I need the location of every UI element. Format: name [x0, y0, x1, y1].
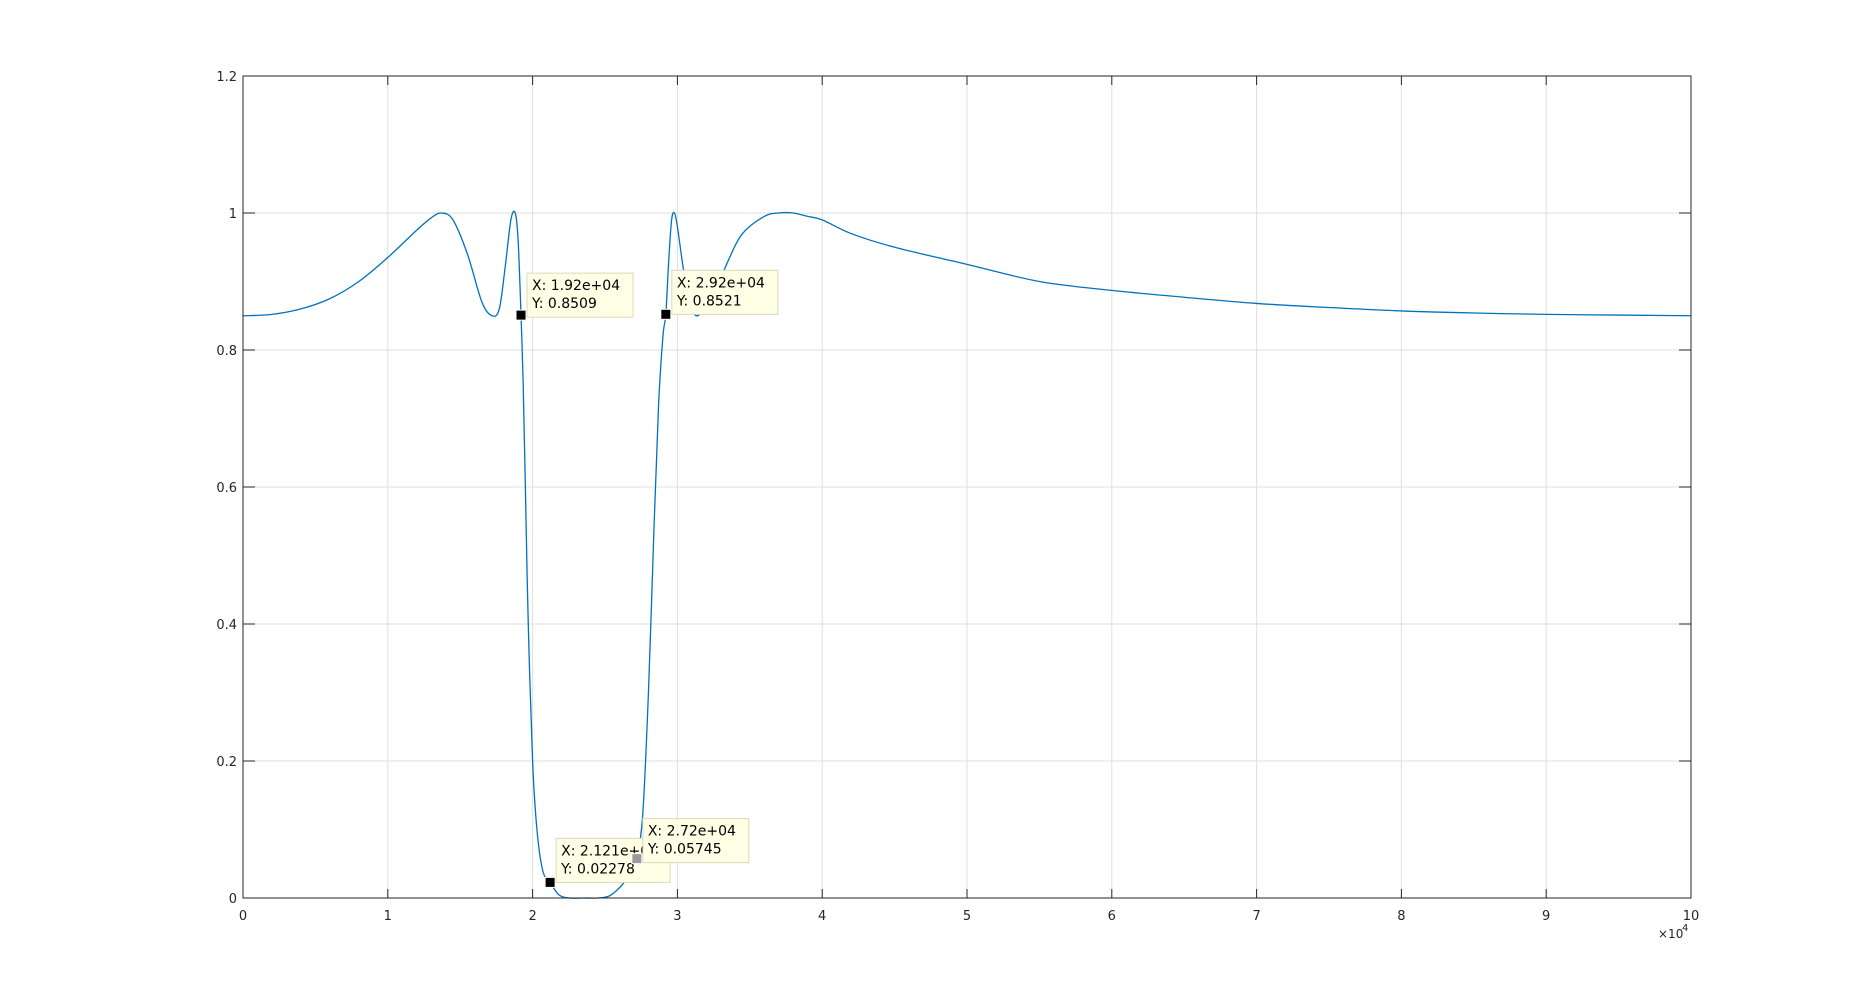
datatip-marker: [660, 308, 672, 320]
series-layer: [242, 210, 1692, 899]
datatip[interactable]: X: 2.72e+04 Y: 0.05745: [631, 818, 750, 865]
y-tick-label: 1.2: [216, 70, 237, 85]
x-exponent-power: 4: [1682, 923, 1688, 934]
datatip-y-text: Y: 0.02278: [560, 861, 635, 877]
y-tick-label: 0: [229, 892, 237, 907]
axis-ticks: [242, 75, 1692, 899]
x-tick-label: 2: [528, 909, 536, 924]
x-tick-label: 6: [1108, 909, 1116, 924]
series-line-1: [242, 210, 1692, 899]
x-axis-exponent: ×10 4: [1658, 923, 1688, 941]
x-tick-label: 4: [818, 909, 826, 924]
y-tick-label: 0.8: [216, 344, 237, 359]
y-tick-label: 0.4: [216, 618, 237, 633]
datatip-x-text: X: 2.92e+04: [677, 275, 765, 291]
datatip-marker: [631, 853, 643, 865]
datatip-marker: [515, 309, 527, 321]
y-tick-label: 0.6: [216, 481, 237, 496]
x-tick-label: 10: [1683, 909, 1700, 924]
x-tick-label: 1: [384, 909, 392, 924]
datatip[interactable]: X: 1.92e+04 Y: 0.8509: [515, 272, 634, 321]
y-tick-label: 1: [229, 207, 237, 222]
x-tick-label: 7: [1252, 909, 1260, 924]
datatip-y-text: Y: 0.05745: [647, 842, 722, 858]
x-tick-label: 5: [963, 909, 971, 924]
datatip-marker: [544, 876, 556, 888]
datatip-x-text: X: 2.72e+04: [648, 824, 736, 840]
x-tick-label: 3: [673, 909, 681, 924]
datatip-y-text: Y: 0.8521: [676, 293, 742, 309]
datatip-y-text: Y: 0.8509: [531, 296, 597, 312]
data-tips: X: 1.92e+04 Y: 0.8509 X: 2.92e+04 Y: 0.8521…: [515, 269, 779, 888]
x-tick-label: 9: [1542, 909, 1550, 924]
tick-labels: 0 1 2 3 4 5 6 7 8 9 10 0 0.2 0.4 0.6 0.8 1 1.2: [216, 70, 1699, 924]
x-tick-label: 0: [239, 909, 247, 924]
datatip-box: [526, 272, 634, 318]
datatip-box: [671, 269, 779, 315]
datatip-x-text: X: 1.92e+04: [532, 278, 620, 294]
datatip[interactable]: X: 2.92e+04 Y: 0.8521: [660, 269, 779, 320]
y-tick-label: 0.2: [216, 755, 237, 770]
x-tick-label: 8: [1397, 909, 1405, 924]
datatip-box: [642, 818, 750, 864]
x-exponent-multiplier: ×10: [1658, 927, 1683, 941]
